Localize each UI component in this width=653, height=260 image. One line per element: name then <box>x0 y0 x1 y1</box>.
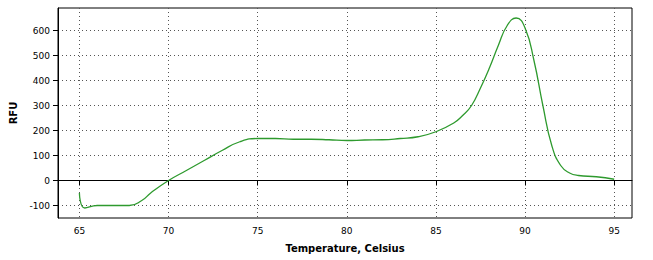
svg-text:90: 90 <box>519 226 531 236</box>
svg-text:65: 65 <box>74 226 85 236</box>
svg-text:RFU: RFU <box>8 102 19 125</box>
svg-text:400: 400 <box>33 76 50 86</box>
svg-text:-100: -100 <box>30 201 51 211</box>
svg-text:0: 0 <box>44 176 50 186</box>
svg-text:600: 600 <box>33 26 50 36</box>
svg-text:80: 80 <box>341 226 353 236</box>
svg-text:100: 100 <box>33 151 50 161</box>
svg-text:Temperature, Celsius: Temperature, Celsius <box>285 243 404 254</box>
svg-text:300: 300 <box>33 101 50 111</box>
svg-text:85: 85 <box>430 226 441 236</box>
svg-text:70: 70 <box>163 226 175 236</box>
svg-text:95: 95 <box>608 226 619 236</box>
svg-text:200: 200 <box>33 126 50 136</box>
svg-text:75: 75 <box>252 226 263 236</box>
svg-text:500: 500 <box>33 51 50 61</box>
